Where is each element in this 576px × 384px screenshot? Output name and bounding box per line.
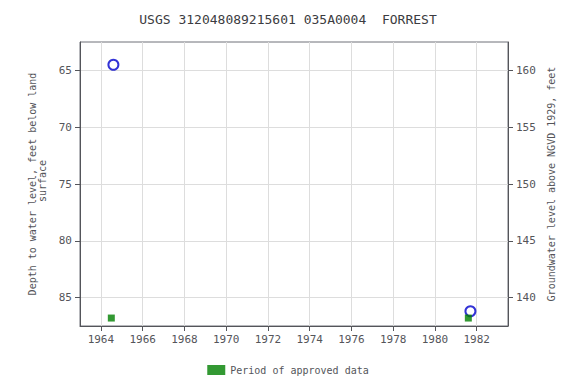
svg-text:150: 150 — [516, 178, 536, 191]
svg-text:160: 160 — [516, 64, 536, 77]
svg-text:1978: 1978 — [380, 333, 407, 346]
svg-text:1974: 1974 — [296, 333, 323, 346]
svg-text:1972: 1972 — [255, 333, 282, 346]
svg-text:1970: 1970 — [213, 333, 240, 346]
svg-text:USGS 312048089215601 035A0004: USGS 312048089215601 035A0004 FORREST — [139, 12, 437, 27]
svg-text:1980: 1980 — [422, 333, 449, 346]
svg-text:surface: surface — [37, 160, 48, 208]
svg-text:70: 70 — [59, 121, 72, 134]
svg-text:1968: 1968 — [171, 333, 198, 346]
svg-text:80: 80 — [59, 234, 72, 247]
svg-text:Period of approved data: Period of approved data — [230, 365, 368, 376]
svg-text:140: 140 — [516, 291, 536, 304]
svg-text:Depth to water level, feet bel: Depth to water level, feet below land — [27, 72, 39, 296]
svg-text:145: 145 — [516, 234, 536, 247]
svg-text:1982: 1982 — [463, 333, 490, 346]
svg-text:Groundwater level above NGVD 1: Groundwater level above NGVD 1929, feet — [546, 67, 557, 302]
svg-text:1976: 1976 — [338, 333, 365, 346]
svg-text:75: 75 — [59, 178, 72, 191]
svg-text:85: 85 — [59, 291, 72, 304]
svg-text:65: 65 — [59, 64, 72, 77]
svg-text:1966: 1966 — [129, 333, 156, 346]
svg-text:155: 155 — [516, 121, 536, 134]
svg-text:1964: 1964 — [88, 333, 115, 346]
